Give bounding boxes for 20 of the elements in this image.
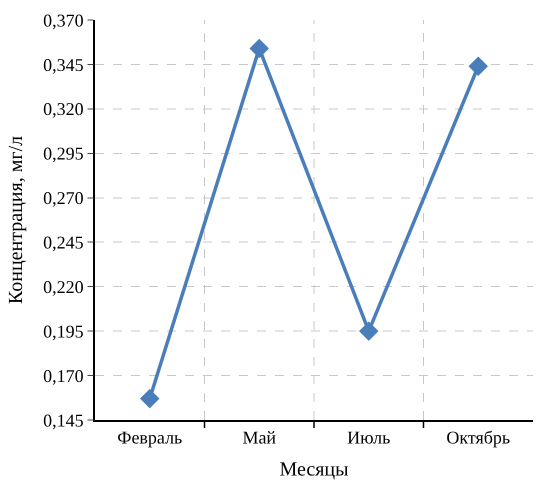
y-tick-label: 0,170 bbox=[43, 366, 84, 386]
point bbox=[140, 388, 160, 408]
y-tick-label: 0,345 bbox=[43, 54, 84, 75]
point bbox=[250, 38, 269, 58]
y-tick-label: 0,270 bbox=[43, 188, 84, 208]
y-tick-label: 0,320 bbox=[43, 99, 84, 120]
point bbox=[359, 321, 378, 341]
y-tick-label: 0,195 bbox=[43, 321, 84, 342]
y-tick-label: 0,145 bbox=[43, 410, 84, 430]
x-tick-label: Октябрь bbox=[446, 427, 510, 448]
y-tick-label: 0,220 bbox=[43, 276, 84, 297]
point bbox=[468, 56, 488, 76]
x-tick-label: Июль bbox=[347, 427, 390, 448]
x-tick-label: Май bbox=[242, 427, 276, 448]
y-axis-title: Концентрация, мг/л bbox=[5, 136, 28, 304]
y-tick-label: 0,370 bbox=[43, 10, 84, 30]
y-tick-label: 0,295 bbox=[43, 144, 84, 164]
y-tick-label: 0,245 bbox=[43, 232, 84, 253]
x-tick-label: Февраль bbox=[117, 427, 182, 448]
x-axis-title: Месяцы bbox=[279, 458, 349, 480]
